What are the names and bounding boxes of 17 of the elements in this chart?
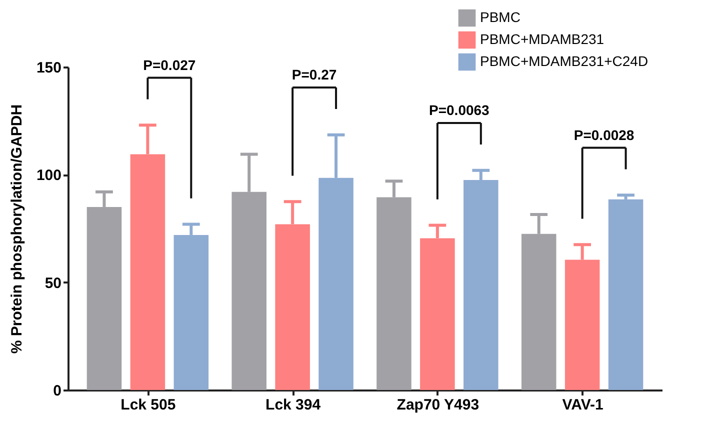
y-tick-label: 150 [36, 60, 62, 76]
legend-label: PBMC+MDAMB231+C24D [480, 53, 648, 69]
legend-label: PBMC+MDAMB231 [480, 31, 604, 47]
annotation: P=0.0063 [429, 102, 490, 118]
annotation: P=0.27 [292, 66, 337, 82]
x-tick-label: Lck 394 [266, 396, 322, 414]
y-tick-label: 50 [44, 274, 62, 292]
annotation: P=0.027 [143, 56, 196, 73]
y-tick-label: 100 [36, 167, 62, 184]
x-tick-label: VAV-1 [562, 396, 604, 414]
x-tick-label: Zap70 Y493 [396, 396, 480, 414]
y-axis-title: % Protein phosphorylation/GAPDH [8, 104, 26, 354]
y-tick-label: 0 [53, 382, 62, 400]
x-tick-label: Lck 505 [120, 396, 176, 414]
bar [608, 199, 644, 390]
legend-label: PBMC [480, 9, 520, 25]
annotation: P=0.0028 [574, 126, 634, 143]
